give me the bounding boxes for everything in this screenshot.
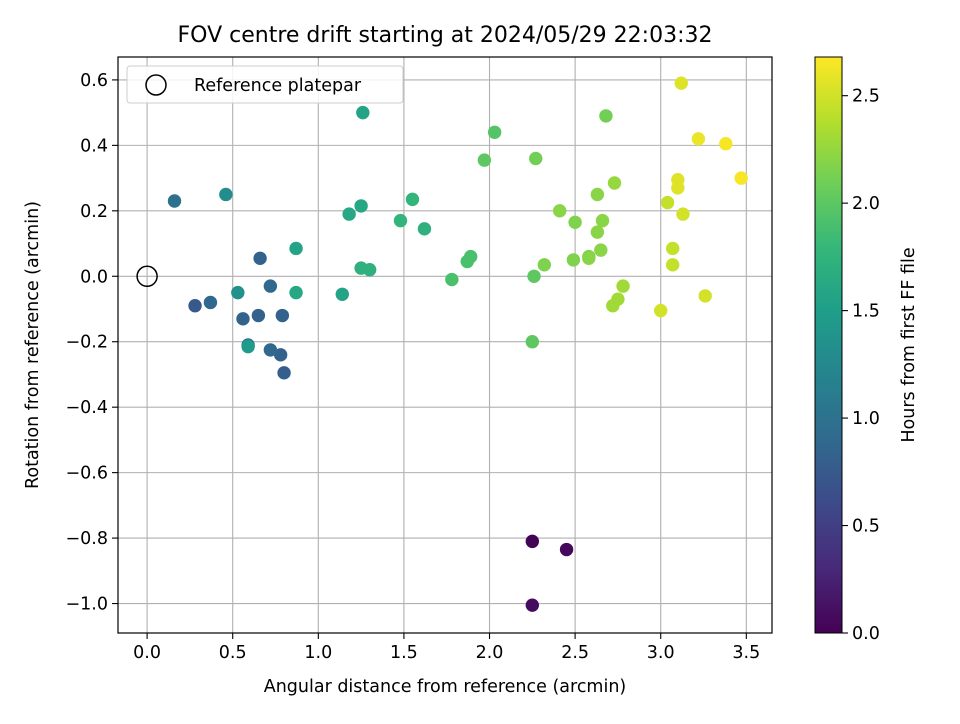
scatter-point [676,207,690,221]
scatter-point [393,213,408,228]
scatter-point [666,241,680,256]
reference-platepar-marker [136,265,158,288]
colorbar-tick-label: 2.5 [852,87,880,107]
scatter-point [590,187,605,202]
scatter-point [289,285,303,300]
legend: Reference platepar [126,65,404,104]
chart-title: FOV centre drift starting at 2024/05/29 … [178,23,713,48]
scatter-point [405,192,420,207]
colorbar-label: Hours from first FF file [899,247,919,442]
x-tick-label: 0.5 [219,643,247,663]
scatter-point [537,258,551,272]
scatter-point [734,171,748,185]
scatter-point [698,289,712,303]
scatter-point [445,272,459,287]
scatter-point [691,132,706,146]
scatter-point [356,105,370,120]
x-tick-label: 1.5 [390,643,418,663]
scatter-point [275,308,290,323]
scatter-point [219,187,233,202]
colorbar-tick-label: 2.0 [852,194,880,214]
scatter-point [559,542,574,557]
scatter-point [671,181,685,195]
colorbar-tick-label: 1.5 [852,302,880,322]
axis-ticks: 0.0 0.5 1.0 1.5 2.0 2.5 3.0 3.5 −1.0 −0.8 −0.6 −0.4… [66,71,761,663]
scatter-point [590,225,605,239]
x-tick-label: 0.0 [133,643,161,663]
scatter-point [251,308,266,323]
scatter-point [525,534,540,549]
legend-box [126,65,404,104]
scatter-point [477,153,492,167]
colorbar-gradient [814,56,843,634]
scatter-point [417,222,432,236]
y-tick-label: −0.8 [66,529,109,549]
scatter-point [253,251,267,265]
scatter-point [660,195,675,210]
colorbar-tick-label: 1.0 [852,409,880,429]
y-tick-label: −1.0 [66,595,109,615]
scatter-point [203,295,218,310]
scatter-point [263,343,278,357]
scatter-point [654,303,668,318]
x-tick-label: 3.5 [732,643,760,663]
scatter-point [277,366,291,380]
colorbar-tick-label: 0.5 [852,517,880,537]
x-tick-label: 2.5 [561,643,589,663]
scatter-point [595,213,610,228]
scatter-point [273,348,288,362]
scatter-point [263,279,278,293]
scatter-point [607,176,622,190]
legend-marker-open-circle [145,74,167,96]
scatter-point [719,137,733,151]
scatter-point [335,287,349,301]
scatter-point [362,263,377,277]
x-axis-label: Angular distance from reference (arcmin) [264,677,627,697]
scatter-point [167,194,182,208]
y-tick-label: −0.4 [66,398,109,418]
scatter-point [566,253,581,267]
grid [118,57,772,633]
scatter-point [666,258,680,272]
y-tick-label: −0.2 [66,333,109,353]
x-tick-label: 3.0 [647,643,675,663]
scatter-point [553,204,567,218]
scatter-point [594,243,608,257]
x-tick-label: 1.0 [304,643,332,663]
data-points [136,76,748,612]
scatter-point [529,151,543,166]
scatter-point [241,339,255,354]
scatter-point [289,241,303,256]
y-tick-label: −0.6 [66,464,109,484]
scatter-point [616,279,630,293]
scatter-point [188,299,202,313]
legend-label-reference: Reference platepar [194,76,362,96]
scatter-point [487,125,502,139]
scatter-point [525,598,540,612]
scatter-point [354,199,368,213]
scatter-point [674,76,688,90]
scatter-point [582,251,596,265]
colorbar: 0.0 0.5 1.0 1.5 2.0 2.5 Hours from first FF f… [814,56,919,644]
colorbar-ticks: 0.0 0.5 1.0 1.5 2.0 2.5 [842,87,880,644]
scatter-point [236,312,250,326]
y-axis-label: Rotation from reference (arcmin) [23,201,43,489]
y-tick-label: 0.6 [80,71,108,91]
scatter-point [525,335,540,349]
scatter-point [342,207,356,221]
plot-area-frame [117,56,773,634]
colorbar-tick-label: 0.0 [852,624,880,644]
x-tick-label: 2.0 [476,643,504,663]
y-tick-label: 0.0 [80,267,108,287]
scatter-point [568,215,582,229]
scatter-point [611,292,625,306]
scatter-point [599,109,613,123]
scatter-point [527,269,541,283]
y-tick-label: 0.2 [80,202,108,222]
scatter-point [463,249,478,264]
scatter-point [231,285,245,300]
y-tick-label: 0.4 [80,136,108,156]
